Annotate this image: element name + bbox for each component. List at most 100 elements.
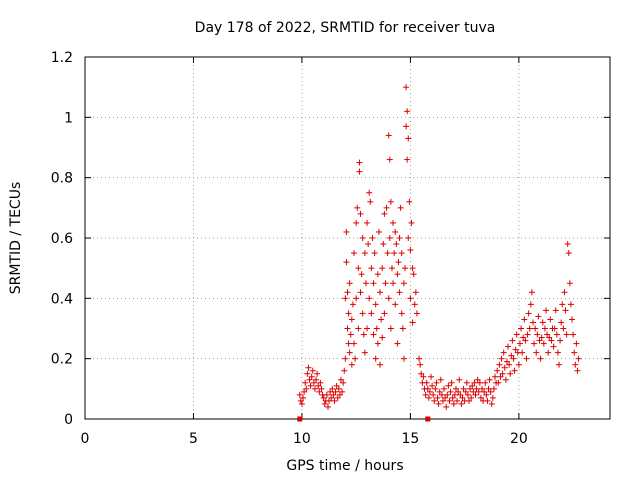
- data-point: [308, 373, 315, 380]
- data-point: [336, 391, 343, 398]
- data-point: [507, 370, 514, 377]
- baseline-markers: [297, 416, 431, 422]
- data-point: [368, 265, 375, 272]
- data-point: [505, 343, 512, 350]
- data-point: [367, 198, 374, 205]
- data-point: [404, 108, 411, 115]
- data-point: [460, 385, 467, 392]
- data-point: [428, 373, 435, 380]
- data-point: [559, 301, 566, 308]
- data-point: [566, 280, 573, 287]
- data-point: [337, 376, 344, 383]
- data-point: [550, 343, 557, 350]
- x-axis-label: GPS time / hours: [286, 458, 403, 474]
- data-point: [313, 376, 320, 383]
- x-tick-label: 0: [81, 431, 90, 447]
- data-point: [433, 379, 440, 386]
- data-point: [344, 289, 351, 296]
- data-point: [564, 241, 571, 248]
- data-point: [488, 400, 495, 407]
- data-point: [528, 289, 535, 296]
- data-point: [485, 385, 492, 392]
- data-point: [364, 219, 371, 226]
- data-point: [441, 385, 448, 392]
- data-point: [368, 310, 375, 317]
- data-point: [372, 301, 379, 308]
- data-point: [377, 289, 384, 296]
- data-point: [332, 388, 339, 395]
- data-point: [435, 400, 442, 407]
- data-point: [320, 394, 327, 401]
- data-point: [483, 391, 490, 398]
- data-point: [391, 250, 398, 257]
- y-tick-label: 0.4: [51, 291, 73, 307]
- data-point: [573, 340, 580, 347]
- data-point: [380, 241, 387, 248]
- data-point: [356, 159, 363, 166]
- data-point: [516, 340, 523, 347]
- data-point: [557, 337, 564, 344]
- data-point: [574, 367, 581, 374]
- data-point: [553, 331, 560, 338]
- data-point: [370, 331, 377, 338]
- data-point: [366, 189, 373, 196]
- data-point: [554, 349, 561, 356]
- data-point: [393, 241, 400, 248]
- data-point: [515, 361, 522, 368]
- x-tick-labels: 0 5 10 15 20: [81, 431, 528, 447]
- x-tick-label: 20: [510, 431, 528, 447]
- data-point: [501, 364, 508, 371]
- data-point: [434, 394, 441, 401]
- data-point: [340, 379, 347, 386]
- data-point: [406, 198, 413, 205]
- data-point: [430, 391, 437, 398]
- data-point: [361, 250, 368, 257]
- data-point: [563, 331, 570, 338]
- data-point: [409, 319, 416, 326]
- data-point: [377, 361, 384, 368]
- data-point: [357, 289, 364, 296]
- data-point: [356, 168, 363, 175]
- data-point: [456, 376, 463, 383]
- data-point: [438, 391, 445, 398]
- data-point: [387, 198, 394, 205]
- data-point: [394, 340, 401, 347]
- data-point: [385, 295, 392, 302]
- data-point: [412, 289, 419, 296]
- data-point: [399, 325, 406, 332]
- data-point: [329, 385, 336, 392]
- data-point: [458, 400, 465, 407]
- data-point: [512, 346, 519, 353]
- data-point: [382, 280, 389, 287]
- data-point: [315, 382, 322, 389]
- x-tick-label: 10: [293, 431, 311, 447]
- data-point: [403, 123, 410, 130]
- x-tick-label: 5: [189, 431, 198, 447]
- data-point: [348, 361, 355, 368]
- data-point: [465, 397, 472, 404]
- data-point: [538, 334, 545, 341]
- data-point: [343, 259, 350, 266]
- data-point: [502, 376, 509, 383]
- data-point: [439, 397, 446, 404]
- data-point: [386, 235, 393, 241]
- data-point: [569, 316, 576, 323]
- data-point: [567, 301, 574, 308]
- data-point: [314, 370, 321, 377]
- data-point: [417, 361, 424, 368]
- data-point: [486, 376, 493, 383]
- data-point: [307, 382, 314, 389]
- y-tick-labels: 0 0.2 0.4 0.6 0.8 1 1.2: [51, 50, 73, 428]
- data-point: [443, 403, 450, 410]
- data-point: [468, 394, 475, 401]
- data-point: [405, 235, 412, 241]
- data-point: [349, 301, 356, 308]
- data-point: [374, 271, 381, 278]
- data-point: [413, 310, 420, 317]
- data-point: [387, 325, 394, 332]
- data-point: [552, 307, 559, 314]
- y-tick-label: 0.8: [51, 171, 73, 187]
- data-point: [372, 355, 379, 362]
- data-point: [408, 219, 415, 226]
- data-point: [547, 316, 554, 323]
